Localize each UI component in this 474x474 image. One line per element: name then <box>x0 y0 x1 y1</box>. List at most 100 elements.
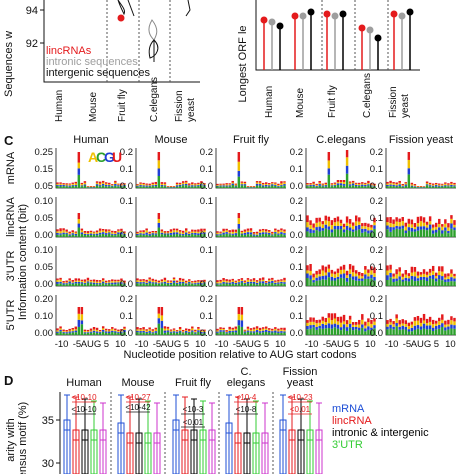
logo-stack-segment <box>268 232 271 235</box>
logo-stack-segment <box>62 183 65 185</box>
logo-stack-segment <box>345 324 349 328</box>
logo-stack-segment <box>154 184 158 187</box>
logo-stack-segment <box>197 331 200 335</box>
logo-ytick: 0.1 <box>370 213 383 224</box>
logo-stack-segment <box>62 185 65 187</box>
logo-stack-segment <box>157 323 161 335</box>
logo-stack-segment <box>160 182 164 184</box>
logo-stack-segment <box>175 232 179 235</box>
logo-stack-segment <box>422 229 426 237</box>
logo-stack-segment <box>139 327 142 330</box>
logo-stack-segment <box>268 183 271 185</box>
logo-stack-segment <box>444 183 447 186</box>
logo-stack-segment <box>145 183 148 185</box>
logo-stack-segment <box>169 282 173 285</box>
logo-stack-segment <box>450 316 453 321</box>
logo-stack-segment <box>401 186 404 188</box>
logo-stack-segment <box>184 332 188 335</box>
logo-stack-segment <box>274 282 277 285</box>
logo-stack-segment <box>392 219 395 224</box>
orf-median-point <box>291 12 299 20</box>
logo-stack-segment <box>151 333 154 335</box>
logo-stack-segment <box>246 328 250 331</box>
logo-stack-segment <box>160 186 164 188</box>
logo-stack-segment <box>203 183 206 185</box>
logo-stack-segment <box>422 187 426 188</box>
logo-stack-segment <box>136 278 139 281</box>
logo-stack-segment <box>410 324 414 328</box>
logo-stack-segment <box>65 183 68 185</box>
logo-stack-segment <box>413 186 417 188</box>
logo-stack-segment <box>249 332 253 335</box>
logo-stack-segment <box>200 181 203 183</box>
logo-stack-segment <box>367 272 370 277</box>
logo-stack-segment <box>80 282 84 284</box>
logo-stack-segment <box>197 185 200 188</box>
logo-stack-segment <box>114 282 117 285</box>
logo-stack-segment <box>407 276 411 279</box>
logo-stack-segment <box>181 331 185 333</box>
logo-stack-segment <box>431 184 435 186</box>
logo-stack-segment <box>160 281 164 283</box>
logo-stack-segment <box>252 329 256 332</box>
logo-stack-segment <box>336 321 340 325</box>
logo-stack-segment <box>309 185 312 188</box>
logo-stack-segment <box>145 281 148 283</box>
logo-stack-segment <box>111 185 114 187</box>
logo-stack-segment <box>59 277 62 280</box>
logo-stack-segment <box>264 186 268 188</box>
logo-stack-segment <box>203 283 206 286</box>
logo-stack-segment <box>327 174 331 188</box>
logo-stack-segment <box>370 319 373 324</box>
logo-stack-segment <box>386 229 389 237</box>
logo-stack-segment <box>425 277 429 282</box>
logo-stack-segment <box>324 275 328 280</box>
panel-d-species: Fruit fly <box>175 377 212 389</box>
logo-stack-segment <box>309 321 312 326</box>
logo-stack-segment <box>283 229 286 232</box>
logo-stack-segment <box>258 229 262 232</box>
logo-stack-segment <box>231 183 234 185</box>
logo-stack-segment <box>321 186 324 188</box>
logo-stack-segment <box>98 331 102 332</box>
logo-stack-segment <box>160 229 164 232</box>
logo-stack-segment <box>111 284 114 286</box>
logo-stack-segment <box>258 184 262 186</box>
logo-stack-segment <box>157 283 161 284</box>
logo-stack-segment <box>216 185 219 186</box>
logo-stack-segment <box>166 283 170 286</box>
logo-stack-segment <box>80 184 84 186</box>
logo-stack-segment <box>280 332 283 335</box>
logo-stack-segment <box>77 283 81 286</box>
logo-stack-segment <box>191 184 194 186</box>
logo-stack-segment <box>330 328 334 335</box>
logo-stack-segment <box>86 332 90 335</box>
logo-stack-segment <box>74 181 78 184</box>
logo-stack-segment <box>154 281 158 283</box>
logo-stack-segment <box>268 328 271 330</box>
logo-stack-segment <box>367 269 370 273</box>
logo-stack-segment <box>333 313 337 319</box>
logo-stack-segment <box>351 182 355 184</box>
logo-stack-segment <box>216 231 219 233</box>
logo-stack-segment <box>425 227 429 231</box>
logo-stack-segment <box>191 185 194 187</box>
logo-stack-segment <box>404 182 408 184</box>
logo-ytick: 0.0 <box>290 279 303 290</box>
logo-stack-segment <box>450 184 453 187</box>
logo-stack-segment <box>80 307 84 315</box>
logo-stack-segment <box>283 282 286 284</box>
logo-stack-segment <box>169 332 173 335</box>
logo-stack-segment <box>277 281 280 283</box>
logo-stack-segment <box>453 328 456 335</box>
logo-stack-segment <box>203 186 206 188</box>
panel-c-ylabel: Information content (bit) <box>17 204 29 320</box>
logo-stack-segment <box>252 331 256 333</box>
logo-stack-segment <box>191 326 194 329</box>
logo-stack-segment <box>434 320 438 324</box>
logo-stack-segment <box>68 233 71 235</box>
logo-stack-segment <box>77 278 81 281</box>
logo-stack-segment <box>398 267 401 272</box>
logo-stack-segment <box>425 323 429 326</box>
logo-axes <box>135 148 206 189</box>
